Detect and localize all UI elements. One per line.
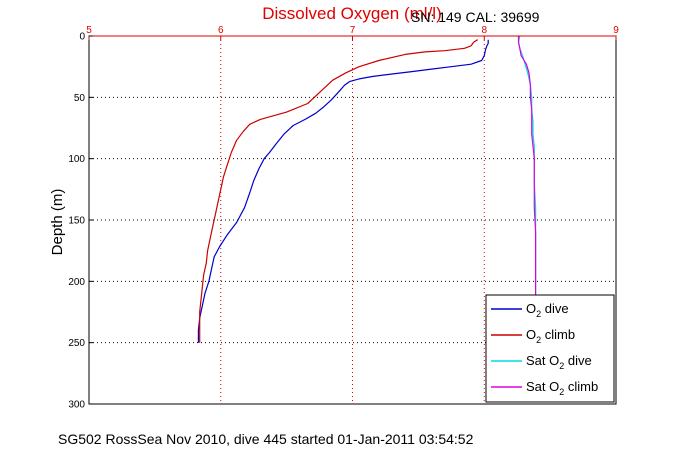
y-tick-label: 150 <box>68 216 85 227</box>
legend-label: Sat O2 dive <box>526 353 592 371</box>
series-line-1 <box>197 39 489 343</box>
y-tick-label: 250 <box>68 338 85 349</box>
grid <box>89 36 616 404</box>
x-tick-label: 5 <box>86 25 92 36</box>
legend-box <box>485 294 615 403</box>
ticks: 5 6 7 8 9 0 50 100 150 200 250 300 <box>68 25 619 411</box>
x-tick-label: 6 <box>218 25 224 36</box>
y-tick-label: 300 <box>68 400 85 411</box>
series-line-4 <box>517 36 537 300</box>
legend-label: O2 dive <box>526 301 569 319</box>
legend: O2 dive O2 climb Sat O2 dive Sat O2 climb <box>485 294 615 403</box>
y-tick-label: 50 <box>74 93 86 104</box>
y-axis-label: Depth (m) <box>49 189 66 256</box>
series-line-3 <box>517 35 537 300</box>
series-group <box>197 35 537 343</box>
y-tick-label: 0 <box>79 32 85 43</box>
x-tick-label: 8 <box>481 25 487 36</box>
y-tick-label: 200 <box>68 277 85 288</box>
serial-calibration-annotation: SN: 149 CAL: 39699 <box>411 9 540 25</box>
x-tick-label: 9 <box>613 25 619 36</box>
chart-title: Dissolved Oxygen (ml/l) <box>262 4 442 23</box>
legend-label: Sat O2 climb <box>526 379 598 397</box>
x-tick-label: 7 <box>350 25 356 36</box>
footer-caption: SG502 RossSea Nov 2010, dive 445 started… <box>58 431 474 447</box>
y-tick-label: 100 <box>68 154 85 165</box>
legend-label: O2 climb <box>526 327 575 345</box>
series-line-2 <box>199 39 479 343</box>
